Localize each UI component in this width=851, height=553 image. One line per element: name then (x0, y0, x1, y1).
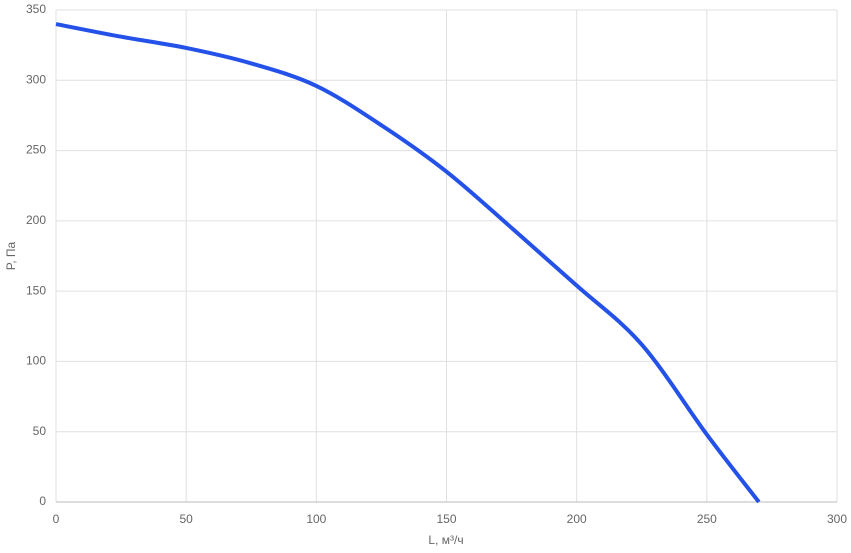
x-tick-label: 50 (179, 512, 193, 526)
x-tick-label: 250 (697, 512, 717, 526)
y-tick-label: 300 (26, 72, 46, 86)
y-tick-label: 0 (39, 494, 46, 508)
x-tick-label: 150 (436, 512, 456, 526)
x-axis-label: L, м³/ч (428, 533, 463, 547)
x-tick-label: 0 (53, 512, 60, 526)
x-tick-label: 200 (567, 512, 587, 526)
y-tick-label: 50 (33, 424, 47, 438)
y-tick-label: 100 (26, 354, 46, 368)
y-tick-label: 350 (26, 2, 46, 16)
y-tick-label: 250 (26, 143, 46, 157)
y-tick-label: 150 (26, 283, 46, 297)
y-tick-label: 200 (26, 213, 46, 227)
y-axis-label: P, Па (4, 241, 18, 270)
curve (55, 22, 761, 504)
x-tick-label: 300 (827, 512, 847, 526)
x-tick-label: 100 (306, 512, 326, 526)
